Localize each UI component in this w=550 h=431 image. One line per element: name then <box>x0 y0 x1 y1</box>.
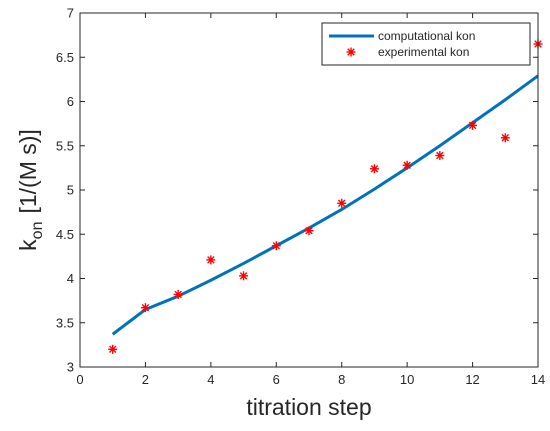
y-axis-label-subscript: on <box>29 222 46 240</box>
y-axis-label: kon [1/(M s)] <box>15 129 46 251</box>
y-tick-label: 7 <box>67 6 74 21</box>
star-stroke <box>108 345 117 354</box>
x-tick-label: 14 <box>531 372 545 387</box>
data-point-experimental <box>206 255 216 265</box>
y-tick-label: 4 <box>67 271 74 286</box>
series-line-computational <box>111 74 539 336</box>
x-tick-label: 10 <box>400 372 414 387</box>
data-point-experimental <box>337 198 347 208</box>
star-stroke <box>403 161 411 169</box>
star-stroke <box>501 134 510 142</box>
star-stroke <box>468 121 477 130</box>
data-point-experimental <box>468 120 478 130</box>
y-tick-label: 5.5 <box>56 138 74 153</box>
svg-text:kon[1/(M s)]: kon [1/(M s)] <box>15 129 46 251</box>
data-point-experimental <box>271 241 281 251</box>
star-stroke <box>272 242 281 250</box>
data-point-experimental <box>304 226 314 236</box>
data-point-experimental <box>402 160 412 170</box>
legend: computational kon experimental kon <box>321 22 531 66</box>
y-tick-label: 5 <box>67 183 74 198</box>
data-point-experimental <box>239 271 249 281</box>
star-stroke <box>347 48 355 56</box>
x-tick-label: 4 <box>207 372 214 387</box>
x-tick-label: 2 <box>142 372 149 387</box>
y-axis-label-main: k <box>15 239 41 251</box>
data-point-experimental <box>500 133 510 143</box>
star-stroke <box>370 165 379 173</box>
legend-box <box>321 22 531 66</box>
legend-label-experimental: experimental kon <box>378 45 469 59</box>
star-stroke <box>436 151 444 160</box>
x-tick-label: 0 <box>76 372 83 387</box>
ticks-layer: 0 2 4 6 8 10 12 14 3 3.5 4 4.5 5 5.5 6 6.5 7 <box>56 6 545 388</box>
data-point-experimental <box>369 164 379 174</box>
data-point-experimental <box>435 150 445 160</box>
star-stroke <box>337 199 346 208</box>
data-point-experimental <box>108 344 118 354</box>
star-stroke <box>305 226 313 235</box>
data-point-experimental <box>140 303 150 313</box>
star-stroke <box>207 256 215 264</box>
y-tick-label: 6 <box>67 94 74 109</box>
y-tick-label: 3.5 <box>56 315 74 330</box>
legend-star-marker <box>346 47 356 57</box>
data-point-experimental <box>173 289 183 299</box>
y-tick-label: 6.5 <box>56 50 74 65</box>
x-tick-label: 6 <box>273 372 280 387</box>
x-tick-label: 8 <box>338 372 345 387</box>
y-tick-label: 3 <box>67 360 74 375</box>
series-layer <box>108 39 543 354</box>
legend-label-computational: computational kon <box>378 29 475 43</box>
legend-star-swatch <box>346 47 356 57</box>
star-stroke <box>141 303 150 312</box>
star-stroke <box>174 290 182 299</box>
plot-area <box>80 13 538 367</box>
y-tick-label: 4.5 <box>56 227 74 242</box>
x-axis-label: titration step <box>246 394 371 420</box>
star-stroke <box>239 272 248 280</box>
y-axis-label-unit: [1/(M s)] <box>15 129 41 213</box>
x-tick-label: 12 <box>465 372 479 387</box>
